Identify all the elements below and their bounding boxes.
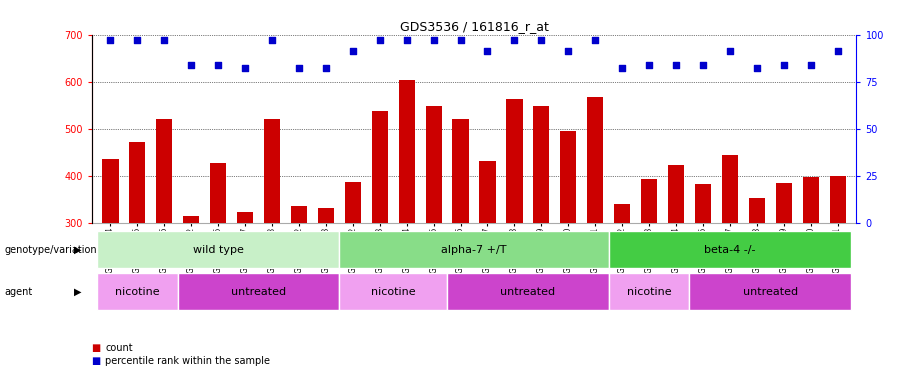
Point xyxy=(830,48,845,55)
Bar xyxy=(129,142,146,364)
Point xyxy=(345,48,360,55)
Bar xyxy=(695,184,711,364)
Text: nicotine: nicotine xyxy=(371,287,416,297)
Point xyxy=(373,37,387,43)
Bar xyxy=(178,273,339,310)
Bar xyxy=(507,99,522,364)
Text: beta-4 -/-: beta-4 -/- xyxy=(704,245,756,255)
Bar xyxy=(103,159,118,364)
Point xyxy=(265,37,279,43)
Text: nicotine: nicotine xyxy=(627,287,671,297)
Point xyxy=(291,65,306,71)
Title: GDS3536 / 161816_r_at: GDS3536 / 161816_r_at xyxy=(399,20,549,33)
Bar xyxy=(339,273,447,310)
Point xyxy=(749,65,764,71)
Text: ■: ■ xyxy=(92,343,101,353)
Point xyxy=(534,37,549,43)
Point xyxy=(777,61,791,68)
Bar xyxy=(587,97,604,364)
Bar xyxy=(97,231,339,268)
Bar xyxy=(609,273,690,310)
Bar xyxy=(722,154,738,364)
Bar xyxy=(609,231,851,268)
Text: genotype/variation: genotype/variation xyxy=(5,245,97,255)
Point xyxy=(642,61,657,68)
Bar xyxy=(479,161,496,364)
Bar xyxy=(614,204,630,364)
Point xyxy=(104,37,118,43)
Point xyxy=(588,37,603,43)
Text: count: count xyxy=(105,343,133,353)
Point xyxy=(319,65,333,71)
Bar xyxy=(776,183,791,364)
Text: alpha-7 +/T: alpha-7 +/T xyxy=(442,245,507,255)
Point xyxy=(803,61,818,68)
Bar xyxy=(97,273,178,310)
Bar xyxy=(748,198,765,364)
Text: nicotine: nicotine xyxy=(115,287,159,297)
Bar xyxy=(210,162,226,364)
Text: ▶: ▶ xyxy=(74,287,82,297)
Bar xyxy=(426,106,442,364)
Bar xyxy=(264,119,280,364)
Point xyxy=(130,37,145,43)
Bar xyxy=(668,166,684,364)
Bar xyxy=(802,177,819,364)
Bar xyxy=(372,111,387,364)
Bar xyxy=(453,119,469,364)
Text: percentile rank within the sample: percentile rank within the sample xyxy=(105,356,270,366)
Point xyxy=(695,61,710,68)
Point xyxy=(480,48,495,55)
Point xyxy=(615,65,629,71)
Text: wild type: wild type xyxy=(192,245,244,255)
Text: untreated: untreated xyxy=(500,287,555,297)
Bar xyxy=(339,231,609,268)
Point xyxy=(238,65,253,71)
Bar xyxy=(398,80,415,364)
Bar xyxy=(157,119,172,364)
Bar xyxy=(447,273,609,310)
Bar xyxy=(641,179,657,364)
Text: untreated: untreated xyxy=(743,287,798,297)
Point xyxy=(723,48,737,55)
Bar xyxy=(237,212,253,364)
Point xyxy=(211,61,225,68)
Point xyxy=(184,61,199,68)
Text: ■: ■ xyxy=(92,356,101,366)
Bar xyxy=(830,176,845,364)
Point xyxy=(561,48,575,55)
Point xyxy=(426,37,441,43)
Text: untreated: untreated xyxy=(231,287,286,297)
Point xyxy=(399,37,414,43)
Point xyxy=(453,37,468,43)
Bar xyxy=(561,131,576,364)
Point xyxy=(507,37,522,43)
Bar xyxy=(533,106,550,364)
Bar xyxy=(291,206,307,364)
Bar xyxy=(183,216,200,364)
Point xyxy=(157,37,171,43)
Text: ▶: ▶ xyxy=(74,245,82,255)
Bar xyxy=(344,182,361,364)
Bar xyxy=(318,208,334,364)
Bar xyxy=(690,273,851,310)
Text: agent: agent xyxy=(5,287,33,297)
Point xyxy=(669,61,683,68)
